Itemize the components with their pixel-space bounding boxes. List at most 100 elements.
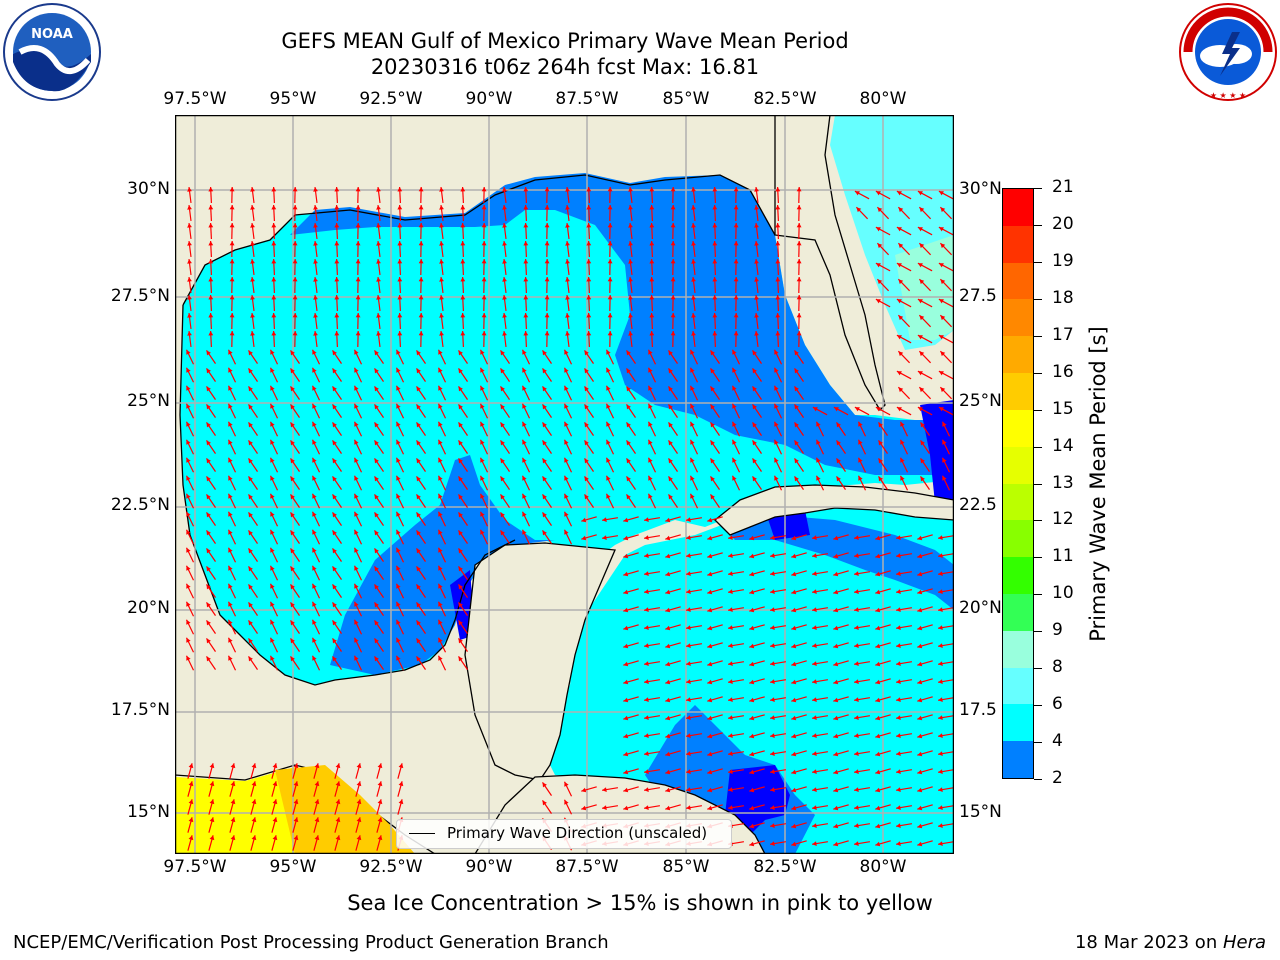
wave-arrow-head — [270, 655, 275, 661]
wave-arrow-head — [481, 187, 487, 192]
lon-label-top: 82.5°W — [753, 89, 817, 109]
wave-arrow-head — [354, 619, 359, 625]
wave-arrow-head — [626, 476, 631, 482]
wave-arrow-head — [228, 565, 233, 571]
wave-arrow-head — [623, 571, 629, 577]
wave-arrow-head — [665, 769, 671, 775]
wave-arrow-head — [816, 439, 821, 445]
wave-arrow-head — [665, 787, 671, 793]
wave-arrow-head — [480, 493, 485, 499]
wave-arrow-head — [668, 350, 673, 356]
wave-arrow-head — [854, 769, 859, 774]
wave-arrow-head — [875, 697, 881, 703]
wave-arrow-head — [754, 187, 759, 192]
wave-arrow-head — [691, 331, 696, 336]
wave-arrow-head — [313, 259, 318, 264]
wave-arrow-head — [335, 781, 341, 787]
wave-arrow-head — [332, 620, 337, 626]
wave-arrow-head — [649, 277, 655, 282]
wave-arrow-head — [606, 367, 611, 373]
wave-arrow-head — [332, 386, 337, 392]
wave-arrow-head — [188, 781, 194, 787]
wave-arrow-head — [480, 349, 485, 355]
sea-ice-caption: Sea Ice Concentration > 15% is shown in … — [347, 891, 933, 915]
wave-arrow-head — [733, 223, 739, 228]
wave-arrow-head — [332, 494, 337, 500]
wave-arrow-head — [460, 259, 466, 264]
wave-arrow-head — [397, 187, 403, 192]
wave-arrow-head — [649, 313, 655, 318]
wave-arrow-head — [396, 421, 401, 427]
wave-arrow-head — [668, 368, 673, 374]
wave-arrow-head — [875, 191, 881, 196]
wave-arrow-head — [397, 223, 403, 228]
wave-arrow-head — [733, 295, 739, 300]
wave-arrow-head — [938, 661, 943, 666]
wave-arrow-head — [728, 535, 733, 540]
wave-arrow-head — [332, 440, 337, 446]
wave-arrow-head — [648, 367, 653, 373]
wave-arrow-head — [354, 547, 359, 553]
wave-arrow-head — [502, 205, 507, 210]
wave-arrow-head — [607, 259, 613, 264]
wave-arrow-head — [377, 835, 383, 841]
wave-arrow-head — [875, 733, 881, 739]
lon-label-top: 87.5°W — [555, 89, 619, 109]
wave-arrow-head — [376, 331, 381, 336]
wave-arrow-head — [644, 733, 649, 738]
wave-arrow-head — [712, 187, 718, 192]
wave-arrow-head — [186, 457, 191, 463]
wave-arrow-head — [754, 259, 759, 264]
wave-arrow-head — [940, 315, 946, 321]
wave-arrow-head — [791, 715, 797, 721]
wave-arrow-head — [686, 517, 691, 522]
colorbar-tick-label: 9 — [1052, 620, 1063, 641]
wave-arrow-head — [354, 601, 359, 607]
wave-arrow-head — [854, 661, 859, 666]
colorbar-tick-label: 20 — [1052, 213, 1074, 234]
wave-arrow-head — [438, 349, 443, 355]
wave-arrow-head — [542, 476, 547, 482]
wave-arrow-head — [668, 476, 673, 482]
wave-arrow-head — [712, 223, 718, 228]
wave-arrow-head — [458, 512, 463, 518]
wave-arrow-head — [206, 422, 211, 428]
wave-arrow-head — [707, 553, 713, 559]
wave-arrow-head — [272, 817, 278, 823]
wave-arrow-head — [500, 386, 505, 392]
wave-arrow-head — [898, 243, 904, 249]
wave-arrow-head — [248, 530, 253, 536]
wave-arrow-head — [522, 385, 527, 391]
wave-arrow-head — [877, 207, 883, 213]
wave-arrow-head — [919, 243, 925, 249]
wave-arrow-head — [686, 553, 691, 558]
wave-arrow-head — [480, 403, 485, 409]
wave-arrow-head — [206, 350, 211, 356]
wave-arrow-head — [728, 805, 733, 810]
wave-arrow-head — [686, 571, 691, 576]
wave-arrow-head — [938, 697, 943, 702]
wave-arrow-head — [206, 620, 211, 626]
wave-arrow-head — [458, 350, 463, 356]
wave-arrow-head — [606, 493, 611, 499]
wave-arrow-head — [607, 223, 613, 228]
wave-arrow-head — [248, 656, 253, 662]
wave-arrow-head — [458, 566, 463, 572]
wave-arrow-head — [644, 769, 649, 774]
wave-arrow-head — [522, 475, 527, 481]
wave-arrow-head — [292, 313, 298, 318]
wave-arrow-head — [270, 403, 275, 409]
wave-arrow-head — [272, 799, 278, 805]
wave-arrow-head — [416, 476, 421, 482]
wave-arrow-head — [332, 512, 337, 518]
wave-arrow-head — [775, 205, 781, 210]
wave-arrow-head — [812, 607, 817, 612]
wave-arrow-head — [938, 733, 943, 738]
wave-arrow-head — [875, 787, 881, 793]
wave-arrow-head — [732, 367, 737, 373]
wave-arrow-head — [481, 205, 487, 210]
wave-arrow-head — [206, 440, 211, 446]
wave-arrow-head — [854, 535, 859, 540]
wave-arrow-head — [374, 476, 379, 482]
wave-arrow-head — [396, 475, 401, 481]
